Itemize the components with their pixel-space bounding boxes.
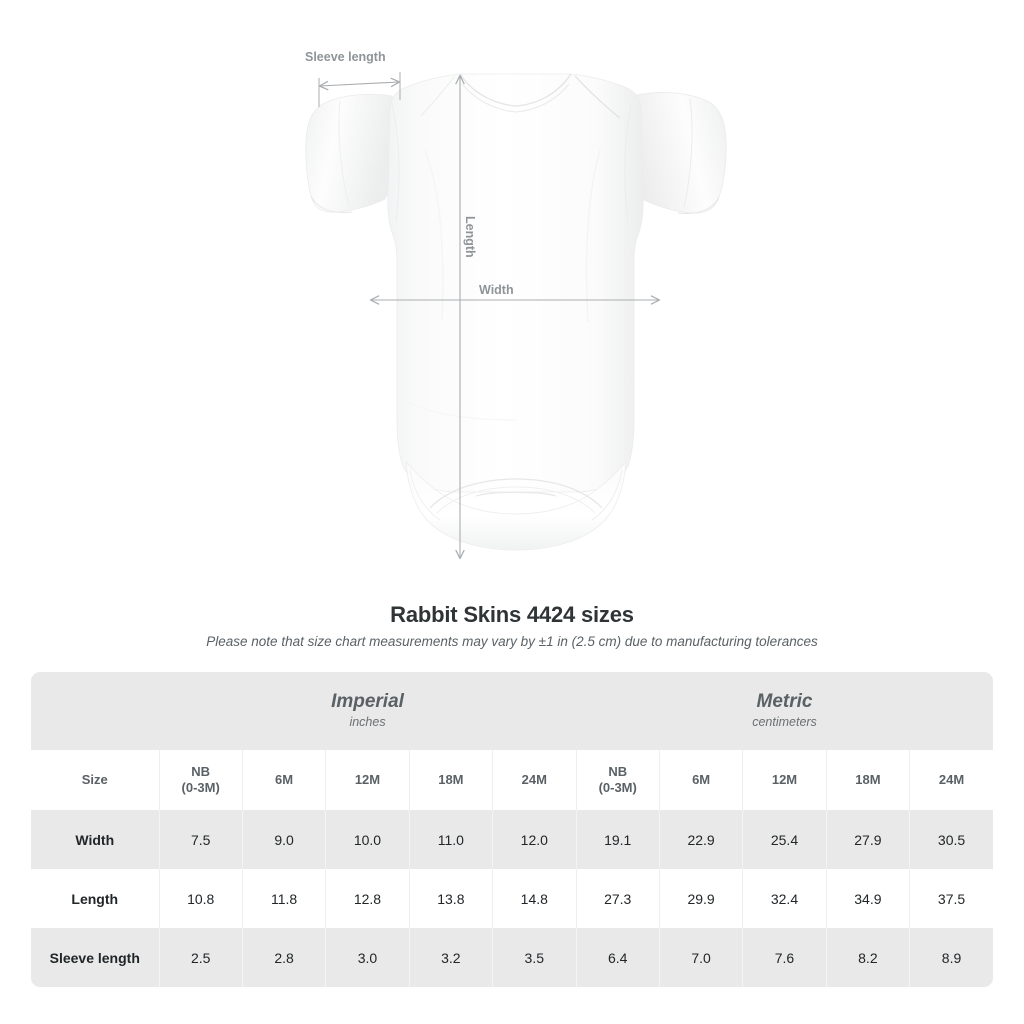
cell-sleeve-imperial-18m: 3.2 [409,928,494,987]
cell-sleeve-metric-12m: 7.6 [742,928,827,987]
cell-length-metric-24m: 37.5 [909,869,993,928]
cell-length-imperial-6m: 11.8 [242,869,327,928]
cell-length-imperial-24m: 14.8 [492,869,577,928]
header-imperial-12m: 12M [325,750,410,810]
page-title: Rabbit Skins 4424 sizes [390,602,634,627]
cell-length-metric-6m: 29.9 [659,869,744,928]
cell-width-metric-12m: 25.4 [742,810,827,869]
cell-width-imperial-nb: 7.5 [159,810,243,869]
bodysuit-diagram: Sleeve length Length Width [305,50,727,580]
cell-length-metric-18m: 34.9 [826,869,911,928]
cell-length-metric-nb: 27.3 [576,869,660,928]
sleeve-length-annotation: Sleeve length [305,50,401,107]
right-sleeve [631,92,727,214]
header-nb-line1: NB [608,763,628,779]
measurement-annotations: Sleeve length Length Width [305,50,659,558]
size-chart-table: Imperial inches Metric centimeters Size … [31,672,993,987]
cell-sleeve-imperial-6m: 2.8 [242,928,327,987]
size-chart-table-container: Imperial inches Metric centimeters Size … [31,672,993,987]
header-imperial-24m: 24M [492,750,577,810]
cell-sleeve-imperial-12m: 3.0 [325,928,410,987]
length-label: Length [463,216,477,258]
header-nb-line2: (0-3M) [181,780,220,795]
size-header-row: Size NB (0-3M) 6M 12M 18M 24M NB (0-3M) … [31,750,993,810]
cell-width-imperial-6m: 9.0 [242,810,327,869]
table-row: Sleeve length 2.5 2.8 3.0 3.2 3.5 6.4 7.… [31,928,993,987]
header-metric-6m: 6M [659,750,744,810]
cell-width-metric-nb: 19.1 [576,810,660,869]
header-nb-line2: (0-3M) [598,780,637,795]
header-metric-24m: 24M [909,750,993,810]
table-row: Length 10.8 11.8 12.8 13.8 14.8 27.3 29.… [31,869,993,928]
cell-width-metric-6m: 22.9 [659,810,744,869]
cell-length-imperial-nb: 10.8 [159,869,243,928]
unit-name-imperial: Imperial [331,690,404,712]
unit-system-row: Imperial inches Metric centimeters [31,672,993,750]
left-sleeve [305,93,393,213]
garment-illustration: Sleeve length Length Width [305,50,727,580]
header-imperial-nb: NB (0-3M) [159,750,243,810]
cell-length-imperial-12m: 12.8 [325,869,410,928]
cell-width-metric-18m: 27.9 [826,810,911,869]
header-imperial-6m: 6M [242,750,327,810]
cell-width-metric-24m: 30.5 [909,810,993,869]
unit-sub-metric: centimeters [752,714,817,729]
unit-name-metric: Metric [756,690,813,712]
cell-sleeve-imperial-nb: 2.5 [159,928,243,987]
cell-width-imperial-24m: 12.0 [492,810,577,869]
cell-width-imperial-12m: 10.0 [325,810,410,869]
length-annotation: Length [460,76,477,558]
cell-sleeve-metric-24m: 8.9 [909,928,993,987]
header-metric-12m: 12M [742,750,827,810]
cell-sleeve-imperial-24m: 3.5 [492,928,577,987]
cell-sleeve-metric-18m: 8.2 [826,928,911,987]
header-size-label: Size [31,750,160,810]
cell-width-imperial-18m: 11.0 [409,810,494,869]
table-row: Width 7.5 9.0 10.0 11.0 12.0 19.1 22.9 2… [31,810,993,869]
unit-group-metric: Metric centimeters [576,672,993,750]
sleeve-length-label: Sleeve length [305,50,386,64]
cell-sleeve-metric-6m: 7.0 [659,928,744,987]
unit-spacer-cell [31,672,159,750]
header-imperial-18m: 18M [409,750,494,810]
unit-group-imperial: Imperial inches [159,672,577,750]
bodysuit-body [387,73,644,493]
tolerance-note: Please note that size chart measurements… [206,634,818,649]
width-annotation: Width [371,283,659,300]
header-metric-18m: 18M [826,750,911,810]
header-metric-nb: NB (0-3M) [576,750,660,810]
cell-length-imperial-18m: 13.8 [409,869,494,928]
width-label: Width [479,283,514,297]
row-label-width: Width [31,810,160,869]
row-label-sleeve-length: Sleeve length [31,928,160,987]
header-nb-line1: NB [191,763,211,779]
cell-sleeve-metric-nb: 6.4 [576,928,660,987]
cell-length-metric-12m: 32.4 [742,869,827,928]
unit-sub-imperial: inches [349,714,386,729]
row-label-length: Length [31,869,160,928]
